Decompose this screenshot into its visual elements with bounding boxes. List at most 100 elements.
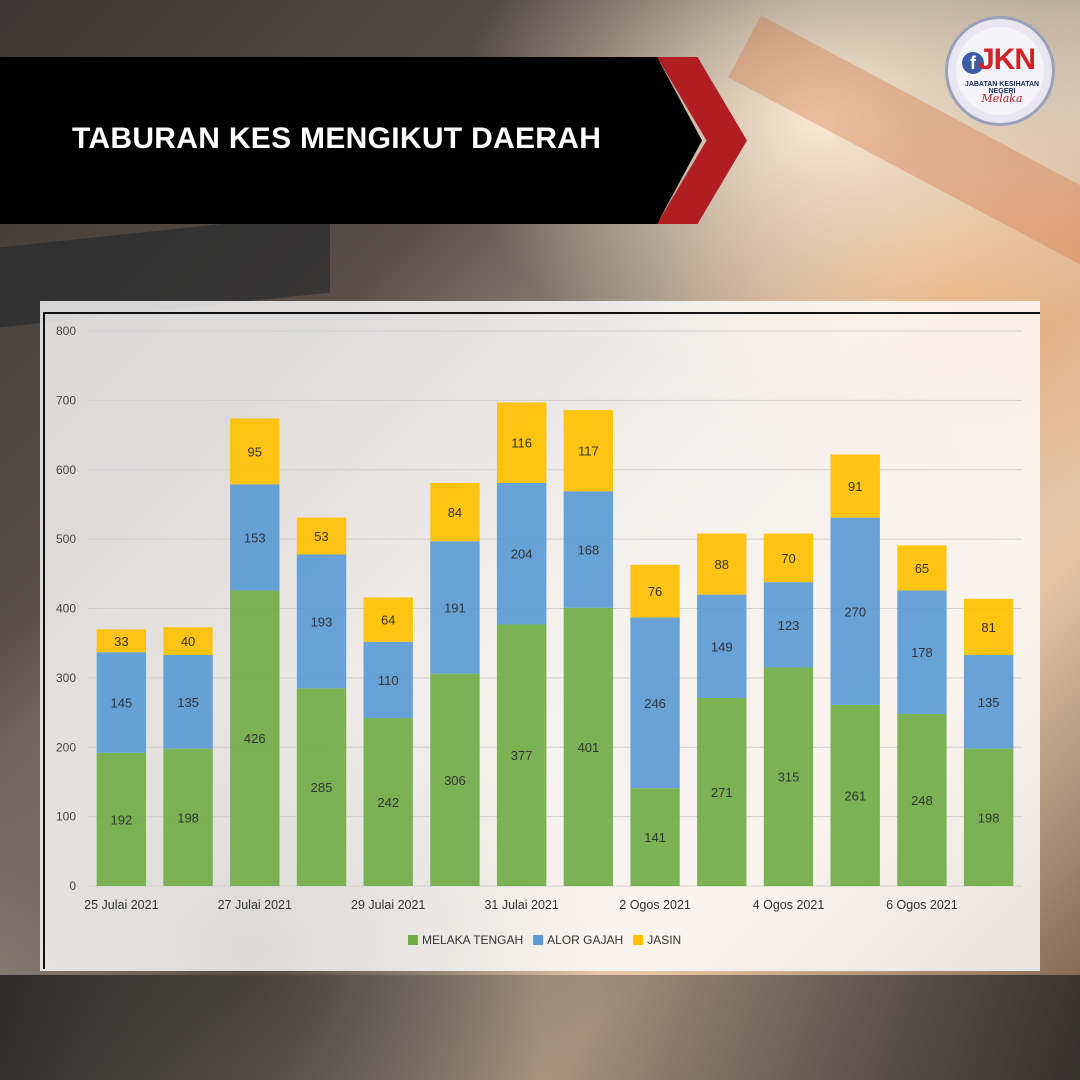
bar-segment [763, 667, 814, 886]
bar-segment [163, 654, 213, 749]
bar-segment [230, 418, 280, 485]
y-tick-label: 200 [56, 740, 76, 754]
x-tick-label: 31 Julai 2021 [484, 898, 558, 912]
data-label: 204 [511, 547, 533, 562]
data-label: 401 [578, 740, 600, 755]
x-tick-label: 6 Ogos 2021 [886, 898, 958, 912]
data-label: 168 [578, 543, 600, 558]
logo-text: JKN [978, 43, 1036, 76]
jkn-logo: f JKN JABATAN KESIHATAN NEGERI Melaka [945, 16, 1055, 126]
bar-segment [296, 517, 347, 555]
legend-swatch [633, 935, 644, 945]
data-label: 198 [177, 810, 199, 825]
legend-label: ALOR GAJAH [547, 933, 623, 947]
data-labels: 192 145 33 198 135 40 426 153 95 285 193 53 242 110 64… [111, 436, 1000, 845]
page-title: TABURAN KES MENGIKUT DAERAH [72, 122, 602, 155]
chart-frame [43, 312, 1040, 969]
bar-segment [563, 491, 614, 608]
data-label: 178 [911, 645, 933, 660]
data-label: 117 [578, 444, 599, 459]
x-axis: 25 Julai 2021 27 Julai 2021 29 Julai 2021 3… [84, 898, 958, 912]
data-label: 70 [781, 551, 795, 566]
data-label: 193 [311, 614, 333, 629]
logo-script: Melaka [981, 92, 1023, 105]
data-label: 135 [978, 695, 1000, 710]
data-label: 76 [648, 584, 662, 599]
x-tick-label: 29 Julai 2021 [351, 898, 425, 912]
data-label: 270 [844, 604, 866, 619]
bar-segment [763, 533, 814, 583]
bar-segment [963, 654, 1014, 749]
y-tick-label: 0 [69, 879, 76, 893]
y-tick-label: 100 [56, 810, 76, 824]
data-label: 191 [444, 600, 466, 615]
title-banner [0, 57, 660, 224]
data-label: 248 [911, 793, 933, 808]
data-label: 123 [778, 618, 800, 633]
bar-segment [897, 545, 947, 591]
bar-segment [830, 454, 880, 518]
legend-label: MELAKA TENGAH [422, 933, 523, 947]
x-tick-label: 4 Ogos 2021 [753, 898, 825, 912]
bar-segment [496, 482, 547, 625]
logo-subtitle: JABATAN KESIHATAN NEGERI [964, 81, 1040, 95]
bar-segment [430, 673, 480, 886]
bar-segment [697, 697, 747, 886]
bar-segment [163, 627, 213, 655]
bar-segment [830, 704, 880, 886]
y-tick-label: 600 [56, 463, 76, 477]
data-label: 135 [177, 695, 199, 710]
data-label: 426 [244, 731, 266, 746]
data-label: 40 [181, 634, 195, 649]
bar-segment [496, 402, 547, 483]
bar-segment [563, 607, 614, 886]
y-tick-label: 800 [56, 324, 76, 338]
data-label: 84 [448, 505, 462, 520]
data-label: 242 [377, 795, 399, 810]
bar-segment [430, 541, 480, 674]
bar-segment [230, 484, 280, 591]
data-label: 95 [248, 444, 262, 459]
data-label: 261 [844, 788, 866, 803]
bar-segment [763, 582, 814, 668]
bar-segment [296, 554, 347, 689]
x-tick-label: 27 Julai 2021 [218, 898, 292, 912]
facebook-icon: f [962, 52, 984, 74]
y-tick-label: 500 [56, 532, 76, 546]
chart-legend: MELAKA TENGAH ALOR GAJAH JASIN [408, 933, 681, 947]
data-label: 33 [114, 634, 128, 649]
data-label: 53 [314, 529, 328, 544]
x-tick-label: 2 Ogos 2021 [619, 898, 691, 912]
data-label: 88 [715, 557, 729, 572]
data-label: 141 [644, 830, 666, 845]
y-tick-label: 700 [56, 393, 76, 407]
data-label: 145 [111, 696, 133, 711]
bar-segment [96, 752, 147, 886]
chart-bars [96, 402, 1014, 886]
background-shape [0, 975, 1080, 1080]
data-label: 246 [644, 696, 666, 711]
data-label: 198 [978, 810, 1000, 825]
bar-segment [963, 748, 1014, 886]
bar-segment [830, 517, 880, 705]
bar-segment [496, 624, 547, 886]
data-label: 271 [711, 785, 733, 800]
data-label: 149 [711, 639, 733, 654]
data-label: 65 [915, 561, 929, 576]
bar-segment [630, 617, 680, 789]
data-label: 153 [244, 530, 266, 545]
y-axis: 0 100 200 300 400 500 600 700 800 [56, 324, 76, 893]
data-label: 116 [511, 436, 532, 451]
bar-segment [697, 533, 747, 595]
bar-segment [96, 629, 147, 653]
data-label: 377 [511, 748, 533, 763]
bar-segment [630, 564, 680, 618]
y-tick-label: 300 [56, 671, 76, 685]
bar-segment [697, 594, 747, 698]
legend-swatch [533, 935, 544, 945]
bar-segment [563, 410, 614, 492]
bar-segment [363, 641, 413, 719]
bar-segment [230, 590, 280, 886]
bar-segment [363, 718, 413, 886]
